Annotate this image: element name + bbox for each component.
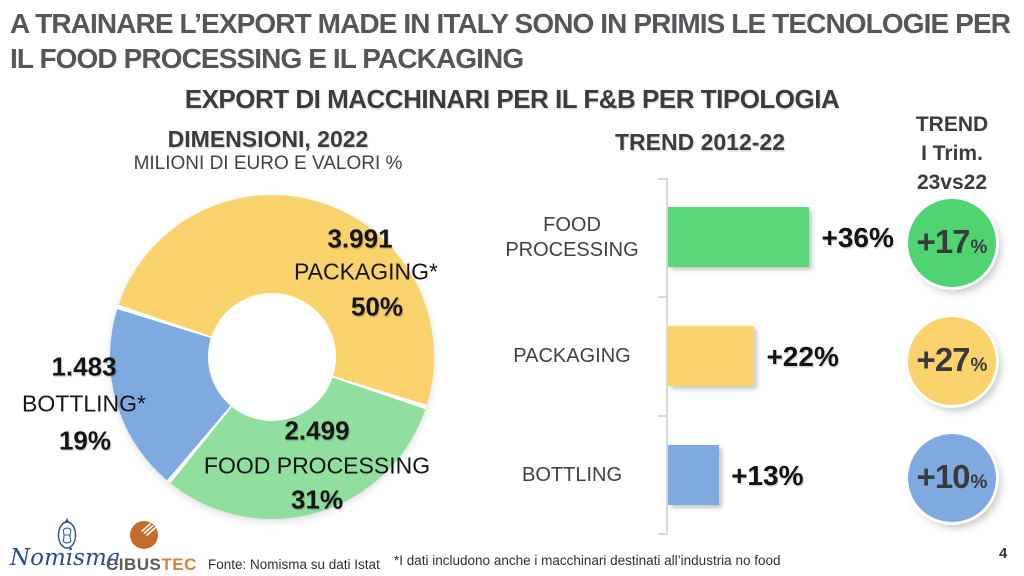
nomisma-logo: Nomisma	[10, 545, 121, 571]
kpi-value: +17	[916, 223, 971, 260]
page-title: A TRAINARE L’EXPORT MADE IN ITALY SONO I…	[10, 6, 1018, 76]
axis-tick	[658, 415, 667, 417]
axis-tick	[658, 178, 667, 180]
bottling-share: 19%	[58, 425, 112, 456]
kpi-percent-sign: %	[970, 237, 988, 258]
donut-hole	[208, 293, 336, 421]
bar-food-processing	[668, 207, 810, 267]
page-number: 4	[999, 545, 1008, 562]
page-title-line1: A TRAINARE L’EXPORT MADE IN ITALY SONO I…	[10, 8, 1011, 39]
kpi-circle-food-processing: +17 %	[908, 199, 996, 287]
packaging-share: 50%	[350, 291, 404, 322]
bar-category-food-processing: FOOD PROCESSING	[505, 213, 639, 261]
bar-value-food-processing: +36%	[821, 222, 894, 253]
kpi-value: +10	[916, 458, 971, 495]
bar-chart-title: TREND 2012-22	[614, 129, 786, 155]
kpi-text: +17 %	[917, 223, 988, 261]
cibus-label: CIBUS	[106, 555, 162, 574]
kpi-circle-bottling: +10 %	[908, 434, 996, 522]
kpi-header: TREND I Trim. 23vs22	[892, 110, 1012, 197]
axis-tick	[658, 296, 667, 298]
bar-packaging	[668, 326, 755, 386]
chart-subtitle: EXPORT DI MACCHINARI PER IL F&B PER TIPO…	[184, 84, 840, 114]
packaging-value: 3.991	[327, 223, 393, 254]
nomisma-emblem-icon	[54, 516, 80, 555]
axis-tick	[658, 533, 667, 535]
kpi-header-line2: I Trim.	[921, 142, 983, 165]
food-processing-label: FOOD PROCESSING	[203, 452, 431, 479]
kpi-text: +10 %	[917, 458, 988, 496]
bar-value-packaging: +22%	[766, 341, 839, 372]
tec-label: TEC	[161, 555, 197, 574]
kpi-circle-packaging: +27 %	[908, 317, 996, 405]
cibustec-logo: CIBUSTEC	[106, 555, 197, 575]
bottling-label: BOTTLING*	[22, 390, 146, 417]
donut-unit-label: MILIONI DI EURO E VALORI %	[133, 153, 403, 174]
kpi-text: +27 %	[917, 341, 988, 379]
packaging-label: PACKAGING*	[294, 258, 438, 285]
donut-chart	[110, 195, 434, 519]
bar-value-bottling: +13%	[731, 460, 804, 491]
kpi-percent-sign: %	[970, 355, 988, 376]
bar-category-packaging: PACKAGING	[513, 345, 631, 367]
food-processing-value: 2.499	[284, 415, 350, 446]
food-processing-share: 31%	[290, 484, 344, 515]
kpi-value: +27	[916, 341, 971, 378]
bottling-value: 1.483	[51, 351, 117, 382]
kpi-header-line3: 23vs22	[916, 171, 988, 194]
donut-title: DIMENSIONI, 2022	[167, 126, 369, 152]
bar-category-bottling: BOTTLING	[521, 464, 622, 486]
kpi-header-line1: TREND	[915, 113, 989, 136]
bar-bottling	[668, 445, 720, 505]
footnote: *I dati includono anche i macchinari des…	[394, 553, 781, 568]
page-title-line2: IL FOOD PROCESSING E IL PACKAGING	[10, 43, 524, 74]
kpi-percent-sign: %	[970, 472, 988, 493]
bar-chart-axis	[666, 178, 668, 535]
cibustec-icon	[129, 520, 159, 555]
source-note: Fonte: Nomisma su dati Istat	[208, 557, 380, 572]
